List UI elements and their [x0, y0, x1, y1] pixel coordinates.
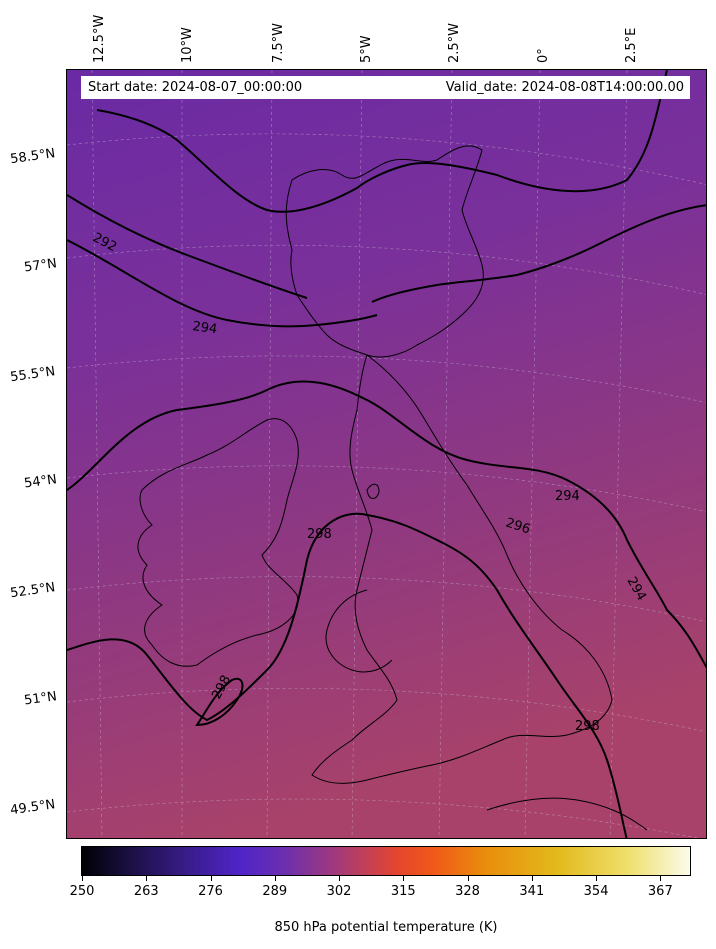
- lat-tick-52.5N: 52.5°N: [9, 580, 57, 602]
- lat-tick-51N: 51°N: [23, 689, 58, 709]
- scotland-coast: [285, 145, 484, 358]
- contour-outer-north: [96, 70, 668, 213]
- colorbar-tick-mark: [210, 876, 212, 881]
- colorbar-title: 850 hPa potential temperature (K): [274, 920, 498, 935]
- colorbar-tick-label: 354: [583, 884, 609, 899]
- france-coast: [486, 797, 648, 831]
- colorbar-tick-mark: [146, 876, 148, 881]
- wales-coast: [325, 589, 393, 673]
- contour-label-298-center: 298: [307, 527, 332, 542]
- colorbar-tick-label: 250: [69, 884, 95, 899]
- colorbar-tick-label: 341: [519, 884, 545, 899]
- colorbar-tick-label: 289: [262, 884, 288, 899]
- lat-tick-49.5N: 49.5°N: [9, 797, 57, 819]
- colorbar-tick-mark: [403, 876, 405, 881]
- colorbar-tick-label: 367: [647, 884, 673, 899]
- lon-tick-7.5W: 7.5°W: [271, 22, 286, 63]
- lat-tick-58.5N: 58.5°N: [9, 146, 57, 168]
- graticule: [67, 70, 706, 838]
- lon-tick-10W: 10°W: [180, 27, 195, 63]
- coastlines: [137, 145, 648, 831]
- contour-outer-east: [371, 204, 706, 303]
- lon-tick-2.5W: 2.5°W: [447, 22, 462, 63]
- valid-date-label: Valid_date: 2024-08-08T14:00:00.00: [445, 80, 684, 95]
- colorbar-tick-mark: [339, 876, 341, 881]
- contour-298-sw: [195, 677, 244, 727]
- start-date-label: Start date: 2024-08-07_00:00:00: [88, 80, 303, 95]
- contour-292: [67, 194, 308, 299]
- contour-label-296: 296: [504, 516, 532, 538]
- colorbar-tick-label: 263: [133, 884, 159, 899]
- lon-tick-2.5E: 2.5°E: [624, 27, 639, 63]
- colorbar: [81, 846, 691, 876]
- colorbar-tick-label: 302: [326, 884, 352, 899]
- colorbar-tick-label: 315: [390, 884, 416, 899]
- contour-294: [67, 239, 378, 328]
- temperature-field: [67, 70, 706, 838]
- colorbar-tick-mark: [660, 876, 662, 881]
- contour-label-294-east-a: 294: [555, 489, 580, 504]
- lat-tick-55.5N: 55.5°N: [9, 364, 57, 386]
- contour-label-298-se: 298: [575, 719, 600, 734]
- lon-tick-5W: 5°W: [359, 35, 374, 63]
- colorbar-tick-mark: [531, 876, 533, 881]
- lat-tick-54N: 54°N: [23, 472, 58, 492]
- colorbar-tick-mark: [274, 876, 276, 881]
- lat-tick-57N: 57°N: [23, 256, 58, 276]
- lon-tick-0: 0°: [536, 48, 551, 63]
- colorbar-tick-label: 276: [198, 884, 223, 899]
- isle-of-man: [366, 483, 380, 499]
- lon-tick-12.5W: 12.5°W: [92, 14, 107, 63]
- colorbar-tick-label: 328: [455, 884, 480, 899]
- contour-296: [67, 380, 706, 669]
- map-panel[interactable]: 292 294 296 298 294 294 298 298: [66, 69, 707, 839]
- ireland-coast: [137, 418, 299, 667]
- england-coast: [311, 354, 613, 784]
- contour-label-294-west: 294: [191, 319, 218, 337]
- colorbar-tick-mark: [596, 876, 598, 881]
- colorbar-tick-mark: [467, 876, 469, 881]
- map-svg: 292 294 296 298 294 294 298 298: [67, 70, 706, 838]
- date-header: Start date: 2024-08-07_00:00:00 Valid_da…: [81, 76, 690, 99]
- colorbar-tick-mark: [82, 876, 83, 881]
